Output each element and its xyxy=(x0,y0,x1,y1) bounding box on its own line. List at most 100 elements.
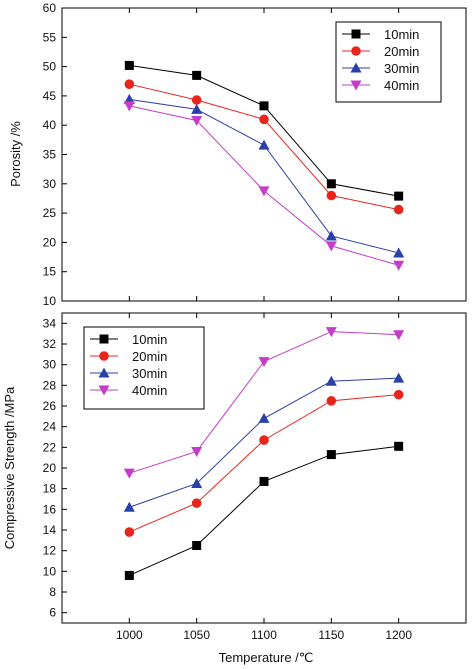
strength-legend-label-20min: 20min xyxy=(132,349,167,364)
strength-data-point-40min xyxy=(325,327,337,338)
strength-x-tick-label: 1100 xyxy=(251,628,277,642)
porosity-y-tick-label: 40 xyxy=(43,118,57,132)
strength-legend-marker-10min xyxy=(99,334,109,344)
strength-y-tick-label: 10 xyxy=(43,564,57,578)
strength-data-point-30min xyxy=(191,478,203,488)
strength-data-point-30min xyxy=(393,372,405,383)
porosity-y-tick-label: 20 xyxy=(43,235,57,249)
porosity-data-point-20min xyxy=(191,95,202,105)
strength-y-tick-label: 30 xyxy=(43,358,57,372)
porosity-legend-marker-10min xyxy=(351,29,361,39)
strength-data-point-30min xyxy=(123,501,135,512)
strength-y-tick-label: 34 xyxy=(43,316,57,330)
strength-legend-marker-40min xyxy=(98,385,110,396)
porosity-legend-marker-20min xyxy=(351,46,361,56)
porosity-y-tick-label: 55 xyxy=(43,30,57,44)
strength-y-axis-label: Compressive Strength /MPa xyxy=(2,386,17,549)
porosity-y-tick-label: 60 xyxy=(43,1,57,15)
porosity-y-tick-label: 35 xyxy=(43,148,57,162)
porosity-legend-marker-40min xyxy=(350,80,362,91)
temperature-x-axis-label: Temperature /℃ xyxy=(219,650,314,665)
strength-data-point-40min xyxy=(258,357,270,368)
strength-data-point-20min xyxy=(393,389,404,400)
strength-x-tick-label: 1200 xyxy=(385,628,412,642)
porosity-series-line-40min xyxy=(129,105,399,266)
porosity-y-ticks: 10 15 20 25 30 35 40 45 50 55 60 xyxy=(43,1,67,308)
porosity-data-point-30min xyxy=(393,247,405,258)
strength-data-point-10min xyxy=(192,541,202,550)
strength-y-tick-label: 32 xyxy=(43,337,57,351)
strength-y-tick-label: 8 xyxy=(49,585,56,599)
strength-data-point-20min xyxy=(326,396,337,406)
porosity-data-point-40min xyxy=(191,116,203,127)
porosity-data-point-20min xyxy=(326,190,337,201)
porosity-data-point-10min xyxy=(326,179,336,189)
porosity-y-tick-label: 30 xyxy=(43,177,57,191)
strength-x-tick-label: 1000 xyxy=(116,628,143,642)
strength-legend-label-40min: 40min xyxy=(132,383,167,398)
porosity-data-point-10min xyxy=(192,70,202,80)
strength-data-point-20min xyxy=(259,435,269,445)
strength-legend-marker-20min xyxy=(99,351,109,361)
strength-y-tick-label: 24 xyxy=(43,420,57,434)
strength-data-point-20min xyxy=(191,498,202,508)
strength-y-tick-label: 26 xyxy=(43,399,57,413)
porosity-data-point-10min xyxy=(394,191,404,201)
porosity-x-ticks xyxy=(128,8,400,301)
porosity-data-point-20min xyxy=(259,114,269,125)
strength-x-tick-label: 1050 xyxy=(183,628,210,642)
strength-data-point-10min xyxy=(394,441,404,451)
porosity-data-point-40min xyxy=(325,241,337,252)
porosity-legend-label-10min: 10min xyxy=(384,27,419,42)
porosity-y-tick-label: 45 xyxy=(43,89,57,103)
strength-data-point-40min xyxy=(191,446,203,457)
strength-y-tick-label: 14 xyxy=(43,523,57,537)
porosity-legend-label-40min: 40min xyxy=(384,78,419,93)
porosity-legend-label-30min: 30min xyxy=(384,61,419,76)
porosity-data-point-20min xyxy=(393,204,404,215)
strength-legend-label-30min: 30min xyxy=(132,366,167,381)
porosity-data-point-30min xyxy=(191,103,203,114)
strength-data-point-10min xyxy=(326,450,336,460)
porosity-data-point-10min xyxy=(124,60,134,70)
porosity-y-tick-label: 50 xyxy=(43,60,57,74)
porosity-y-tick-label: 25 xyxy=(43,206,57,220)
porosity-data-point-30min xyxy=(258,139,270,150)
strength-y-tick-label: 22 xyxy=(43,440,57,454)
strength-data-point-40min xyxy=(393,330,405,341)
porosity-legend-label-20min: 20min xyxy=(384,44,419,59)
porosity-data-point-40min xyxy=(393,260,405,271)
strength-y-ticks: 6 8 10 12 14 16 18 20 22 24 26 28 30 32 34 xyxy=(43,316,67,620)
strength-y-tick-label: 20 xyxy=(43,461,57,475)
porosity-legend-marker-30min xyxy=(350,62,362,73)
porosity-y-axis-label: Porosity /% xyxy=(8,121,23,187)
strength-y-tick-label: 18 xyxy=(43,482,57,496)
strength-legend-label-10min: 10min xyxy=(132,332,167,347)
strength-data-point-30min xyxy=(325,375,337,386)
strength-legend: 10min 20min 30min 40min xyxy=(83,326,205,410)
strength-data-point-40min xyxy=(123,468,135,479)
strength-data-point-10min xyxy=(124,570,134,580)
strength-x-ticks: 1000 1050 1100 1150 1200 xyxy=(116,313,412,642)
strength-data-point-30min xyxy=(258,412,270,423)
porosity-chart: 10 15 20 25 30 35 40 45 50 55 60 10min 20min 30min 40… xyxy=(8,1,467,308)
porosity-data-point-40min xyxy=(123,101,135,112)
strength-series xyxy=(123,327,405,580)
porosity-y-tick-label: 15 xyxy=(43,265,57,279)
strength-legend-marker-30min xyxy=(98,367,110,378)
strength-y-tick-label: 6 xyxy=(49,606,56,620)
strength-y-tick-label: 12 xyxy=(43,544,57,558)
porosity-data-point-30min xyxy=(325,230,337,241)
strength-series-line-10min xyxy=(129,445,399,576)
porosity-y-tick-label: 10 xyxy=(43,294,57,308)
porosity-legend: 10min 20min 30min 40min xyxy=(335,21,442,103)
porosity-data-point-20min xyxy=(124,79,135,89)
porosity-data-point-40min xyxy=(258,186,270,197)
strength-data-point-10min xyxy=(259,476,269,486)
strength-x-tick-label: 1150 xyxy=(318,628,344,642)
porosity-series xyxy=(123,60,405,271)
porosity-data-point-10min xyxy=(259,101,269,111)
strength-y-tick-label: 16 xyxy=(43,502,57,516)
strength-data-point-20min xyxy=(124,527,135,537)
